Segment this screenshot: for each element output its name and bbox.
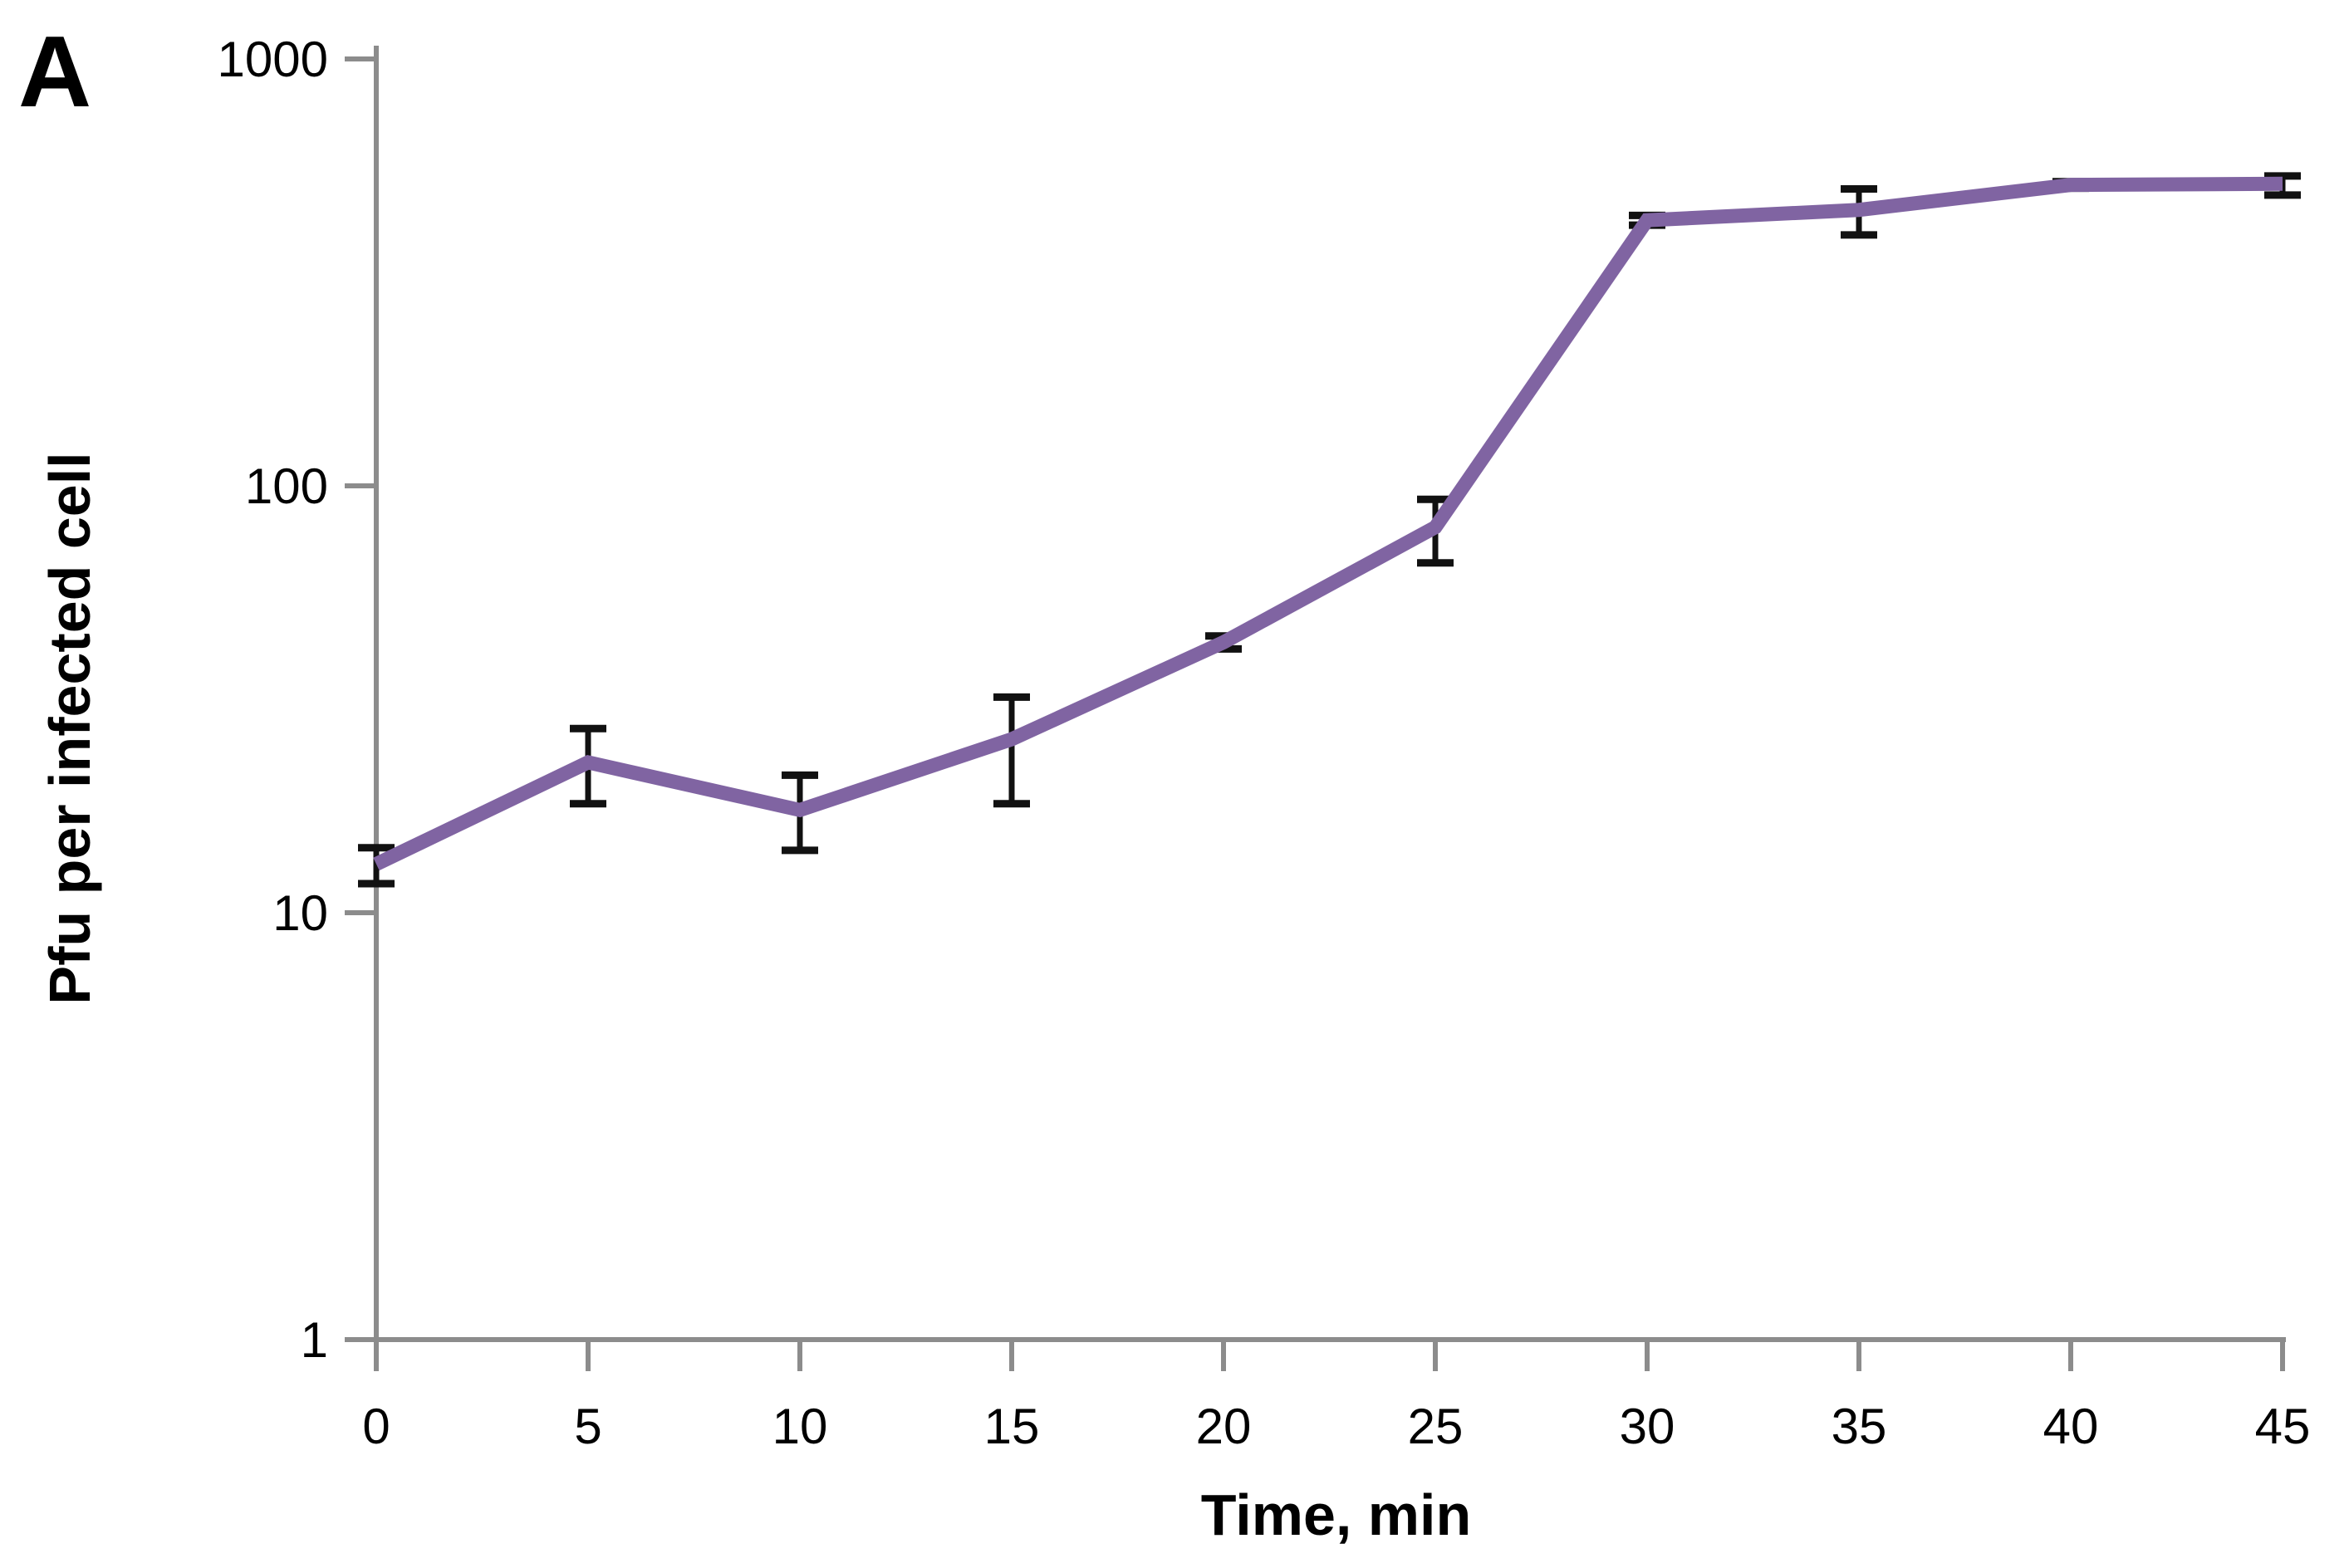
y-tick-label: 1 <box>301 1312 328 1368</box>
data-line-series <box>373 176 2283 871</box>
x-tick-label: 0 <box>362 1399 390 1454</box>
x-tick-label: 15 <box>984 1399 1040 1454</box>
error-bar <box>993 693 1030 808</box>
x-tick-label: 45 <box>2255 1399 2311 1454</box>
y-tick-label: 100 <box>245 458 328 514</box>
y-tick-label: 10 <box>272 885 328 941</box>
x-tick-label: 25 <box>1408 1399 1464 1454</box>
x-tick-label: 10 <box>772 1399 828 1454</box>
y-axis-title: Pfu per infected cell <box>37 452 102 1004</box>
x-tick-label: 20 <box>1196 1399 1252 1454</box>
panel-label: A <box>18 15 91 128</box>
x-tick-label: 30 <box>1620 1399 1675 1454</box>
axes <box>345 46 2286 1371</box>
x-tick-label: 40 <box>2043 1399 2099 1454</box>
x-axis-tick-labels: 0 5 10 15 20 25 30 35 40 45 <box>362 1399 2310 1454</box>
x-axis-title: Time, min <box>1201 1482 1471 1547</box>
error-bar <box>358 844 395 888</box>
y-axis-ticks <box>345 56 376 1342</box>
y-axis-tick-labels: 1 10 100 1000 <box>218 32 328 1368</box>
y-tick-label: 1000 <box>218 32 328 87</box>
x-axis-ticks <box>374 1340 2285 1371</box>
x-tick-label: 35 <box>1832 1399 1887 1454</box>
x-tick-label: 5 <box>574 1399 601 1454</box>
